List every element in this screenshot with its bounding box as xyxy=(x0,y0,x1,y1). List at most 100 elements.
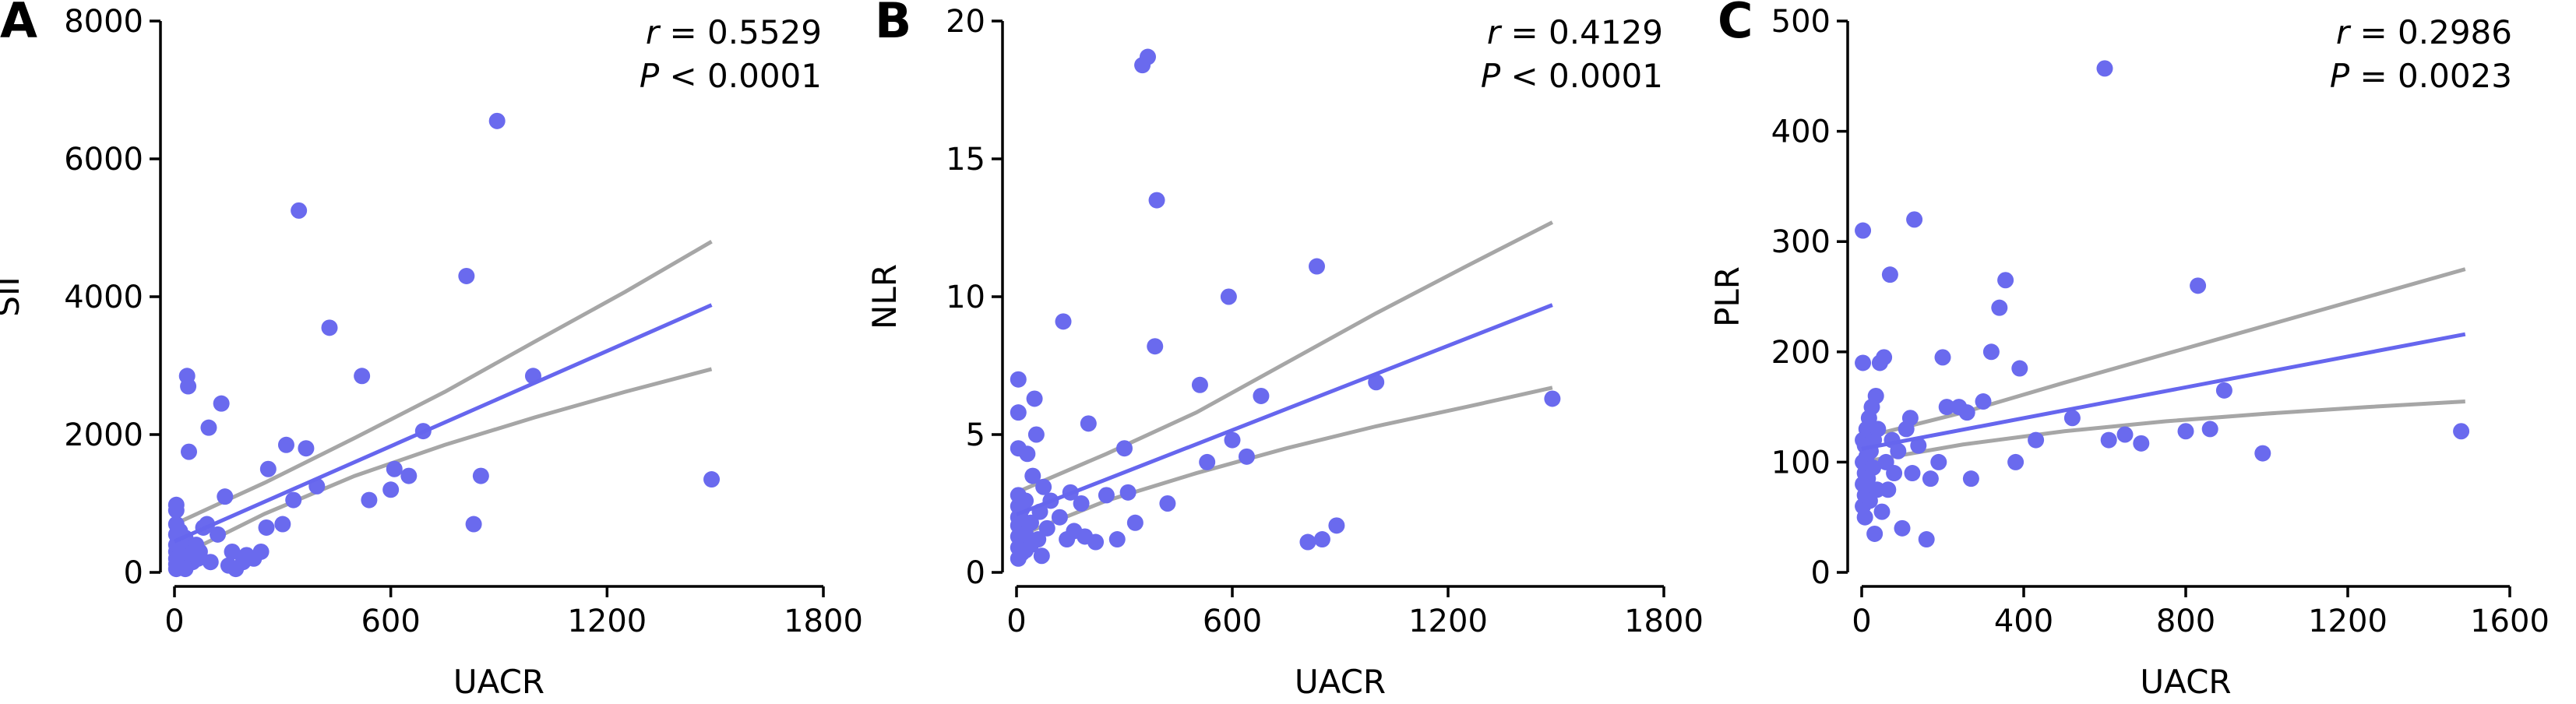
data-point xyxy=(1886,465,1903,482)
ci-lower-line xyxy=(173,367,713,561)
x-tick-label: 0 xyxy=(1006,604,1026,639)
data-point xyxy=(1975,393,1992,410)
x-tick-label: 0 xyxy=(1852,604,1871,639)
data-point xyxy=(1055,313,1072,330)
x-tick-label: 800 xyxy=(2156,604,2215,639)
regression-line xyxy=(173,303,713,544)
panel-letter: B xyxy=(875,0,911,49)
y-tick-label: 15 xyxy=(946,142,985,178)
data-point xyxy=(1119,484,1136,501)
data-point xyxy=(1220,288,1237,305)
y-tick-label: 5 xyxy=(966,417,985,453)
data-point xyxy=(167,496,185,513)
x-axis-title: UACR xyxy=(453,663,544,701)
data-point xyxy=(2116,426,2134,443)
x-tick-label: 1200 xyxy=(2308,604,2387,639)
data-point xyxy=(1098,487,1115,504)
regression-line xyxy=(1016,303,1553,516)
data-point xyxy=(2215,382,2232,399)
data-point xyxy=(1866,525,1884,542)
p-value: P = 0.0023 xyxy=(2330,57,2512,95)
data-point xyxy=(2100,431,2117,449)
data-point xyxy=(181,443,198,460)
data-point xyxy=(400,467,418,484)
data-point xyxy=(1901,410,1919,427)
x-tick-label: 600 xyxy=(361,604,420,639)
x-tick-label: 1600 xyxy=(2470,604,2550,639)
data-point xyxy=(1116,440,1133,457)
data-point xyxy=(1010,371,1027,388)
data-point xyxy=(458,267,475,284)
data-point xyxy=(200,419,217,436)
data-point xyxy=(1299,533,1316,551)
p-value: P < 0.0001 xyxy=(1481,57,1663,95)
data-point xyxy=(1019,445,1036,463)
data-point xyxy=(472,467,489,484)
data-point xyxy=(2028,431,2045,449)
data-point xyxy=(1910,437,1927,454)
data-point xyxy=(2254,445,2271,462)
r-statistic: r = 0.4129 xyxy=(1487,13,1663,51)
data-point xyxy=(298,440,315,457)
data-point xyxy=(1022,514,1039,531)
data-point xyxy=(1962,470,1979,488)
data-point xyxy=(1024,467,1041,484)
data-point xyxy=(1855,354,1872,371)
data-point xyxy=(1856,509,1873,526)
data-point xyxy=(213,395,230,412)
data-point xyxy=(1147,338,1164,355)
y-tick-label: 8000 xyxy=(64,4,143,40)
data-point xyxy=(382,481,400,498)
data-point xyxy=(1313,531,1330,548)
data-point xyxy=(1159,495,1176,512)
data-point xyxy=(1997,272,2014,289)
data-point xyxy=(1080,415,1097,432)
data-point xyxy=(2201,421,2218,438)
y-tick-label: 10 xyxy=(946,280,985,315)
data-point xyxy=(1922,470,1939,488)
data-point xyxy=(1033,547,1050,565)
data-point xyxy=(1855,222,1872,239)
data-point xyxy=(2190,277,2207,294)
data-point xyxy=(1027,426,1045,443)
data-point xyxy=(1108,531,1126,548)
y-tick-label: 6000 xyxy=(64,142,143,178)
data-point xyxy=(2133,435,2150,452)
data-point xyxy=(1126,514,1144,531)
data-point xyxy=(1238,448,1255,465)
data-point xyxy=(386,460,403,477)
data-point xyxy=(354,368,371,385)
data-point xyxy=(1191,376,1208,393)
data-point xyxy=(2011,360,2028,377)
y-tick-label: 4000 xyxy=(64,280,143,315)
y-axis-title: NLR xyxy=(865,264,904,329)
data-point xyxy=(259,460,277,477)
x-axis-title: UACR xyxy=(1295,663,1386,701)
y-axis-title: PLR xyxy=(1708,266,1746,327)
panel-b: B 0 5 10 15 20 0 600 1200 1800 UACR NLR r = 0.4129 P … xyxy=(865,0,1704,701)
data-point xyxy=(1051,509,1068,526)
data-point xyxy=(1876,349,1893,366)
x-tick-label: 1800 xyxy=(784,604,863,639)
data-point xyxy=(1906,211,1923,228)
data-point xyxy=(1224,431,1241,449)
data-point xyxy=(1918,531,1935,548)
data-point xyxy=(1087,533,1105,551)
data-point xyxy=(1026,390,1043,407)
data-point xyxy=(1038,519,1055,537)
data-point xyxy=(1140,48,1157,65)
data-point xyxy=(274,516,291,533)
data-point xyxy=(2063,410,2081,427)
ci-upper-line xyxy=(1016,220,1554,495)
data-point xyxy=(1982,343,2000,361)
data-point xyxy=(180,378,197,395)
data-point xyxy=(1199,453,1216,470)
x-tick-label: 1200 xyxy=(1408,604,1488,639)
x-tick-label: 1200 xyxy=(567,604,647,639)
data-point xyxy=(285,491,302,509)
p-value: P < 0.0001 xyxy=(640,57,822,95)
x-tick-label: 400 xyxy=(1994,604,2053,639)
data-point xyxy=(1881,266,1898,283)
data-point xyxy=(1930,453,1947,470)
